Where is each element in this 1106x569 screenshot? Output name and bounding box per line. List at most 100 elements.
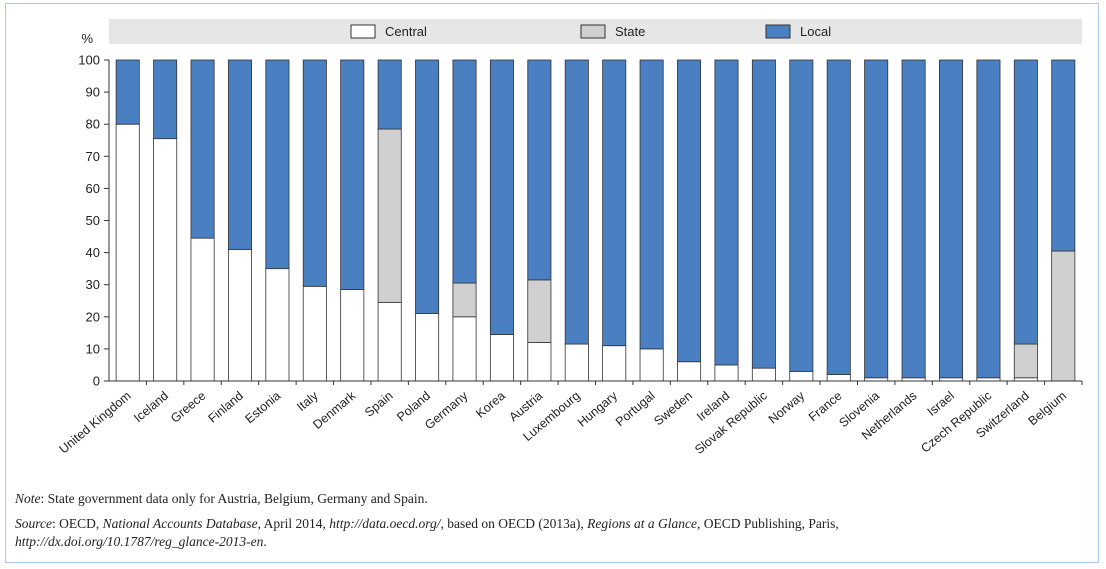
bar-central [602,345,627,382]
bar-state [527,279,552,343]
bar-central [826,374,851,382]
bar-local [751,59,776,369]
source-line: Source: OECD, National Accounts Database… [15,516,839,532]
y-tick-label: 40 [86,245,100,260]
bar-central [153,138,178,382]
category-label: Iceland [131,389,171,426]
source-url-2[interactable]: http://dx.doi.org/10.1787/reg_glance-201… [15,534,264,549]
bar-state [377,128,402,303]
category-label: Spain [362,389,396,420]
legend-label-local: Local [800,24,831,39]
bar-local [227,59,252,250]
y-tick-label: 50 [86,213,100,228]
category-label: Denmark [310,388,358,432]
bar-local [302,59,327,287]
bar-central [489,334,514,382]
bar-local [639,59,664,350]
category-label: Norway [766,388,808,426]
bar-central [789,370,814,382]
y-tick-label: 0 [93,374,100,389]
y-tick-label: 90 [86,85,100,100]
y-tick-label: 20 [86,309,100,324]
bar-central [751,367,776,382]
bar-central [639,348,664,382]
bar-central [527,342,552,382]
source-label: Source [15,516,52,531]
bar-local [415,59,440,314]
category-label: Germany [422,388,471,432]
bar-local [939,59,964,379]
bar-central [564,343,589,382]
bar-central [265,268,290,382]
y-tick-label: 10 [86,341,100,356]
stacked-bar-chart: Central State Local% 0 10 20 30 40 50 60 70 80 90 100… [56,19,1083,457]
bar-local [527,59,552,281]
bar-central [452,316,477,382]
bar-central [115,123,140,382]
legend-label-central: Central [385,24,427,39]
y-tick-label: 30 [86,277,100,292]
bar-central [227,248,252,382]
bar-state [452,282,477,318]
category-label: Greece [168,389,208,426]
bar-local [1013,59,1038,345]
source-line-2: http://dx.doi.org/10.1787/reg_glance-201… [15,534,267,550]
category-label: Italy [294,388,321,414]
figure-frame: Central State Local% 0 10 20 30 40 50 60 70 80 90 100… [5,3,1099,563]
bar-local [564,59,589,345]
category-label: Israel [925,389,957,419]
bar-central [340,289,365,382]
bar-local [714,59,739,366]
source-title: Regions at a Glance [587,516,697,531]
source-text-2: , April 2014, [257,516,330,531]
bar-local [602,59,627,347]
bar-state [1013,343,1038,379]
bar-state [1051,250,1076,382]
source-text-4: , OECD Publishing, Paris, [696,516,839,531]
category-label: Hungary [575,388,621,430]
category-label: Finland [206,389,246,426]
bar-local [789,59,814,372]
bar-local [864,59,889,379]
source-text-1: : OECD, [52,516,103,531]
bar-local [489,59,514,335]
bar-local [265,59,290,270]
bar-central [190,237,215,382]
bar-central [302,285,327,382]
source-url-1[interactable]: http://data.oecd.org/ [329,516,441,531]
category-label: Estonia [242,389,283,427]
bar-local [677,59,702,363]
bar-central [415,313,440,382]
bar-local [115,59,140,125]
bar-local [1051,59,1076,252]
y-axis-unit: % [81,31,93,46]
note-label: Note [15,491,41,506]
note-line: Note: State government data only for Aus… [15,491,428,507]
bar-local [826,59,851,375]
category-label: United Kingdom [56,389,133,457]
bar-local [340,59,365,290]
bar-local [452,59,477,284]
y-tick-label: 80 [86,117,100,132]
bar-central [677,361,702,382]
bar-local [153,59,178,140]
bar-local [190,59,215,239]
y-tick-label: 70 [86,149,100,164]
y-tick-label: 100 [78,53,100,68]
y-tick-label: 60 [86,181,100,196]
bar-local [377,59,402,130]
bar-local [976,59,1001,379]
note-text: : State government data only for Austria… [40,491,428,506]
source-text-3: , based on OECD (2013a), [440,516,588,531]
bar-central [377,301,402,382]
bar-central [714,364,739,382]
legend-label-state: State [615,24,645,39]
legend-swatch-local [765,24,791,39]
bar-local [901,59,926,379]
source-database: National Accounts Database [102,516,258,531]
legend-swatch-central [350,24,376,39]
legend-swatch-state [580,24,606,39]
category-label: Sweden [651,389,695,429]
category-label: Portugal [613,389,658,430]
category-label: Korea [473,389,508,421]
